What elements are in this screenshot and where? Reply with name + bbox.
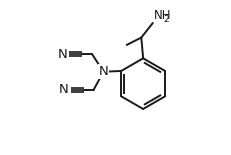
Text: NH: NH (154, 9, 172, 22)
Text: N: N (58, 48, 67, 61)
Text: N: N (59, 83, 69, 96)
Text: 2: 2 (163, 15, 169, 24)
Text: N: N (99, 65, 108, 78)
